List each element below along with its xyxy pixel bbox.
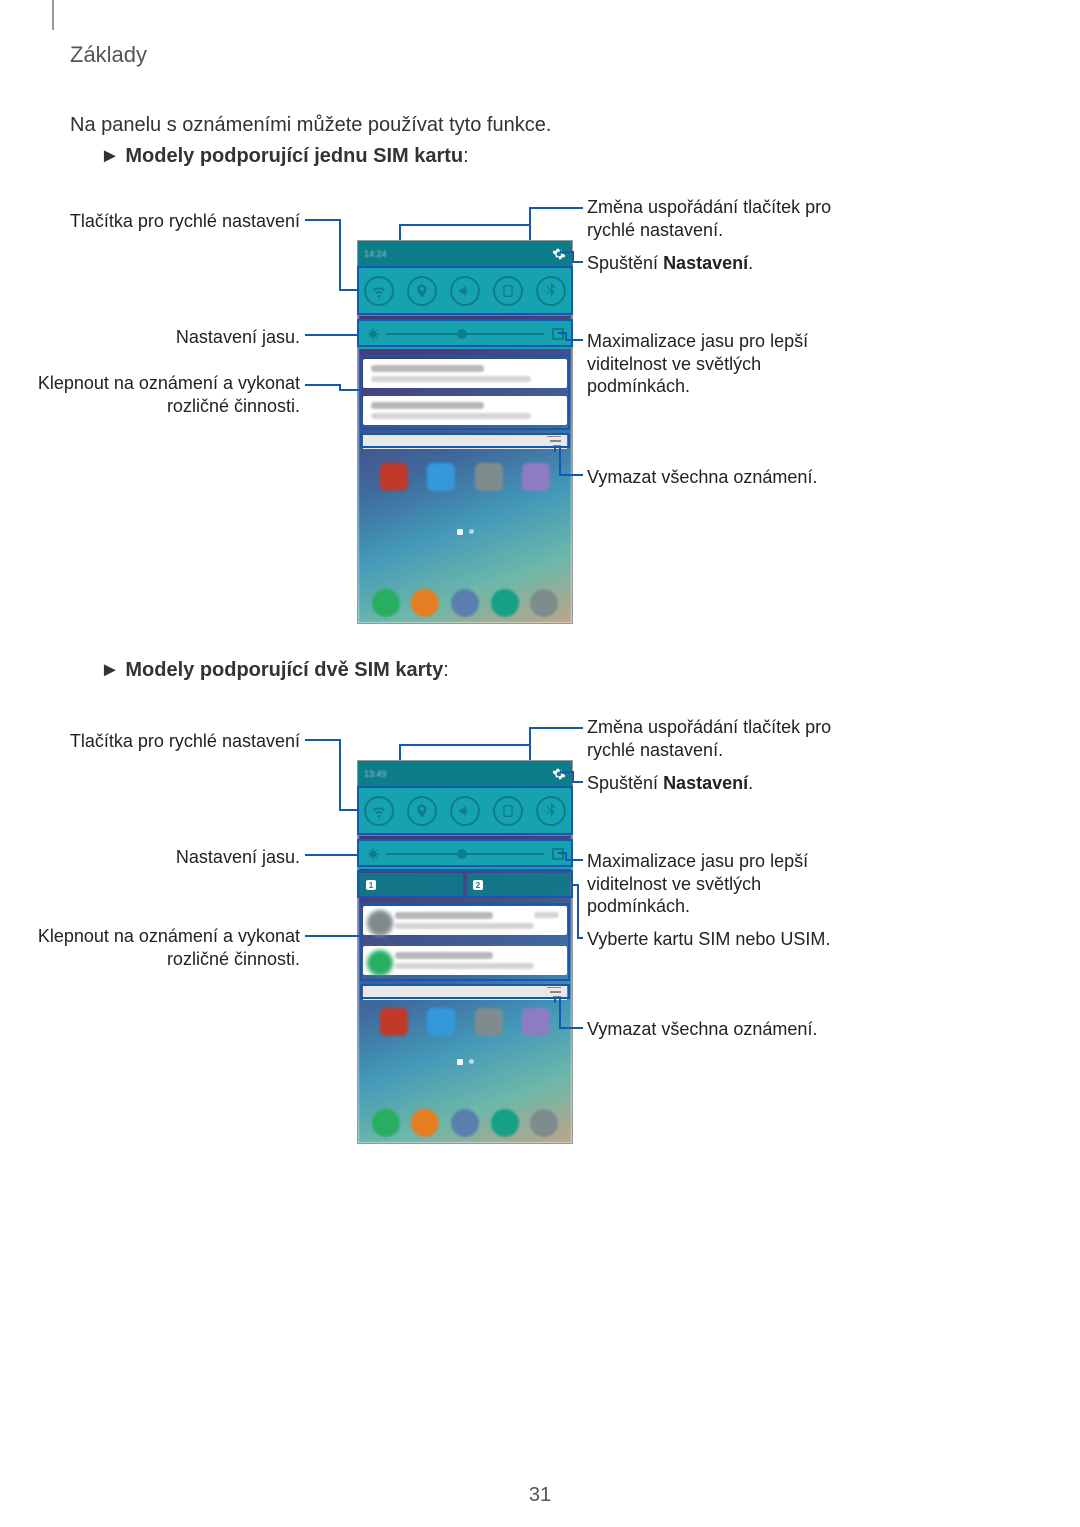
bullet-single-sim-label: Modely podporující jednu SIM kartu [125,145,463,167]
page-number: 31 [0,1484,1080,1507]
leader-lines [0,710,1080,1150]
intro-text: Na panelu s oznámeními můžete používat t… [70,114,551,137]
diagram-single-sim: 14:24 [0,190,1080,630]
bullet-dual-sim: ► Modely podporující dvě SIM karty: [100,659,449,682]
bullet-single-sim: ► Modely podporující jednu SIM kartu: [100,145,469,168]
diagram-dual-sim: 13:49 1 2 [0,710,1080,1150]
bullet-dual-sim-label: Modely podporující dvě SIM karty [125,659,443,681]
page-margin-marker [52,0,54,30]
triangle-icon: ► [100,659,120,681]
leader-lines [0,190,1080,630]
triangle-icon: ► [100,145,120,167]
page-header: Základy [70,42,147,68]
